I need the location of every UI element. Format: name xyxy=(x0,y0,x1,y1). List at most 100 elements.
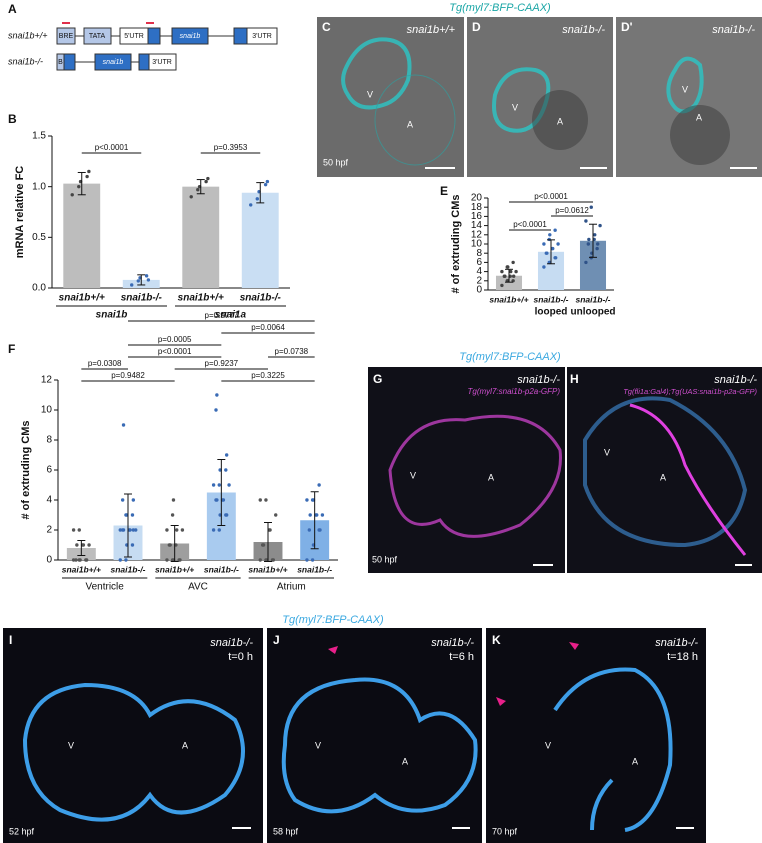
region-label: A xyxy=(402,756,408,766)
heart-outline xyxy=(583,396,748,548)
data-point xyxy=(146,278,151,282)
data-point xyxy=(211,483,216,487)
x-tick-label: snai1b-/- xyxy=(534,294,569,304)
data-point xyxy=(144,274,149,278)
stage: 70 hpf xyxy=(492,826,518,836)
y-tick-label: 0 xyxy=(46,555,52,566)
p-value: p=0.9482 xyxy=(111,371,145,380)
panels-g-h: Tg(myl7:BFP-CAAX) G snai1b-/- Tg(myl7:sn… xyxy=(368,351,762,573)
p-value: p=0.0005 xyxy=(158,335,192,344)
data-point xyxy=(121,423,126,427)
data-point xyxy=(317,483,321,487)
data-point xyxy=(120,498,125,502)
region-label: V xyxy=(68,740,74,750)
gene-box-label: snai1b xyxy=(180,33,201,40)
p-value: p=0.9237 xyxy=(205,359,239,368)
panel-label: J xyxy=(273,633,280,647)
data-point xyxy=(175,528,179,532)
y-tick-label: 0 xyxy=(476,285,482,296)
data-point xyxy=(305,558,309,562)
x-tick-label: snai1b+/+ xyxy=(155,564,194,574)
y-tick-label: 0.5 xyxy=(32,232,46,243)
heart-outline xyxy=(553,667,673,832)
data-point xyxy=(506,265,510,269)
data-point xyxy=(165,528,169,532)
x-tick-sublabel: unlooped xyxy=(571,307,616,318)
y-tick-label: 16 xyxy=(471,211,483,222)
genotype: snai1b-/- xyxy=(8,56,43,66)
data-point xyxy=(589,205,593,209)
data-point xyxy=(217,528,221,532)
data-point xyxy=(81,543,86,547)
data-point xyxy=(217,483,221,487)
data-point xyxy=(85,174,89,179)
data-point xyxy=(263,182,268,187)
x-tick-label: snai1b+/+ xyxy=(59,293,105,304)
data-point xyxy=(271,558,276,562)
heart-outline xyxy=(22,682,245,822)
panel-label: F xyxy=(8,342,15,356)
data-point xyxy=(124,558,128,562)
data-point xyxy=(553,256,558,260)
y-tick-label: 1.5 xyxy=(32,131,46,142)
data-point xyxy=(586,242,591,246)
data-point xyxy=(75,543,79,547)
data-point xyxy=(551,246,555,251)
region-label: A xyxy=(182,740,188,750)
p-value: p<0.0001 xyxy=(534,192,568,201)
data-point xyxy=(128,528,132,532)
heart-outline xyxy=(388,414,562,538)
p-value: p=0.0738 xyxy=(275,347,309,356)
y-tick-label: 14 xyxy=(471,220,483,231)
panel-title: Tg(myl7:BFP-CAAX) xyxy=(449,2,551,14)
panel-label: C xyxy=(322,20,331,34)
data-point xyxy=(131,498,136,502)
p-value: p=0.3225 xyxy=(251,371,285,380)
panel-title: Tg(myl7:BFP-CAAX) xyxy=(282,614,384,626)
y-tick-label: 6 xyxy=(46,465,52,476)
data-point xyxy=(71,528,76,532)
data-point xyxy=(595,246,599,251)
data-point xyxy=(307,528,312,532)
exon xyxy=(171,27,209,45)
data-point xyxy=(130,513,135,517)
exon xyxy=(147,27,161,45)
atrium-outline xyxy=(374,74,456,166)
x-tick-label: snai1b-/- xyxy=(204,564,239,574)
time: t=0 h xyxy=(228,651,253,663)
data-point xyxy=(308,513,312,517)
arrowhead xyxy=(496,697,506,706)
data-point xyxy=(556,242,560,246)
stage: 58 hpf xyxy=(273,826,299,836)
x-tick-label: snai1b-/- xyxy=(576,294,611,304)
p-value: p=0.0612 xyxy=(555,206,589,215)
micrograph xyxy=(317,17,464,177)
data-point xyxy=(224,468,228,472)
data-point xyxy=(204,179,208,184)
group-label: snai1b xyxy=(96,310,128,321)
group-label: Ventricle xyxy=(85,582,124,593)
p-value: p<0.0001 xyxy=(513,220,547,229)
p-value: p=0.9777 xyxy=(205,311,239,320)
data-point xyxy=(118,558,122,562)
data-point xyxy=(87,169,91,174)
bar xyxy=(63,183,101,288)
genotype: snai1b-/- xyxy=(210,637,253,649)
y-tick-label: 10 xyxy=(41,405,53,416)
data-point xyxy=(265,179,270,184)
data-point xyxy=(215,498,219,502)
data-point xyxy=(77,528,81,532)
region-label: V xyxy=(512,102,518,112)
gene-box-label: 5'UTR xyxy=(124,33,144,40)
data-point xyxy=(87,543,91,547)
data-point xyxy=(165,558,169,562)
y-axis-label: mRNA relative FC xyxy=(14,166,26,259)
genotype: snai1b-/- xyxy=(562,24,605,36)
data-point xyxy=(170,513,175,517)
panels-c-d: Tg(myl7:BFP-CAAX) C snai1b+/+ V A 50 hpf… xyxy=(317,2,762,177)
arrowhead xyxy=(569,642,579,650)
primer xyxy=(62,22,70,24)
arrowhead xyxy=(328,646,338,654)
gene-box xyxy=(83,27,112,45)
